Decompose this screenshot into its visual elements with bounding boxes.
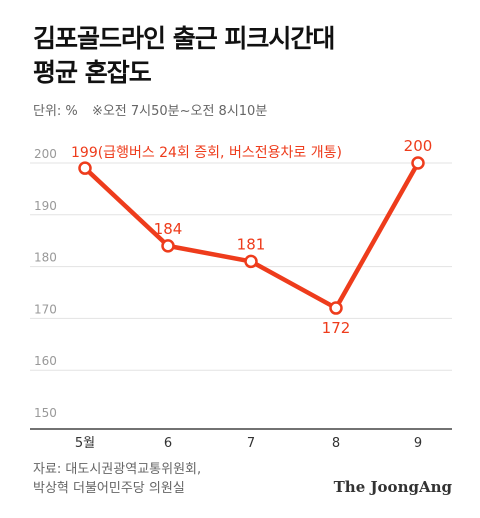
- source-line-1: 자료: 대도시권광역교통위원회,: [33, 462, 202, 477]
- data-points: [78, 156, 425, 315]
- x-tick-label: 9: [414, 436, 422, 451]
- data-labels: 199(급행버스 24회 증회, 버스전용차로 개통) 184 181 172 200: [71, 137, 432, 337]
- time-range-note: ※오전 7시50분~오전 8시10분: [91, 104, 268, 119]
- x-tick-label: 5월: [75, 436, 95, 451]
- data-label: 200: [404, 137, 433, 155]
- data-point: [329, 301, 343, 315]
- data-point: [244, 254, 258, 269]
- publisher-logo: The JoongAng: [333, 478, 452, 496]
- x-tick-label: 6: [164, 436, 172, 451]
- data-point: [161, 239, 175, 253]
- title-line-1: 김포골드라인 출근 피크시간대: [33, 24, 335, 53]
- y-tick-labels: 150 160 170 180 190 200: [34, 147, 57, 420]
- data-point: [411, 156, 425, 170]
- unit-label: 단위: %: [33, 104, 78, 119]
- unit-note: 단위: % ※오전 7시50분~오전 8시10분: [33, 100, 267, 119]
- grid-lines: [30, 162, 452, 371]
- data-label: 184: [154, 220, 183, 238]
- source-note: 자료: 대도시권광역교통위원회, 박상혁 더불어민주당 의원실: [33, 460, 201, 498]
- chart-title: 김포골드라인 출근 피크시간대 평균 혼잡도: [33, 22, 335, 90]
- y-tick-label: 150: [34, 406, 57, 420]
- y-tick-label: 200: [34, 147, 57, 161]
- source-line-2: 박상혁 더불어민주당 의원실: [33, 481, 185, 496]
- x-tick-label: 7: [247, 436, 255, 451]
- data-point: [78, 161, 92, 175]
- y-tick-label: 190: [34, 199, 57, 213]
- x-tick-labels: 5월 6 7 8 9: [75, 436, 422, 451]
- y-tick-label: 170: [34, 302, 57, 316]
- title-line-2: 평균 혼잡도: [33, 58, 152, 87]
- data-label: 199(급행버스 24회 증회, 버스전용차로 개통): [71, 145, 342, 161]
- data-label: 181: [237, 235, 266, 253]
- y-tick-label: 180: [34, 251, 57, 265]
- x-tick-label: 8: [332, 436, 340, 451]
- y-tick-label: 160: [34, 354, 57, 368]
- data-label: 172: [322, 319, 351, 337]
